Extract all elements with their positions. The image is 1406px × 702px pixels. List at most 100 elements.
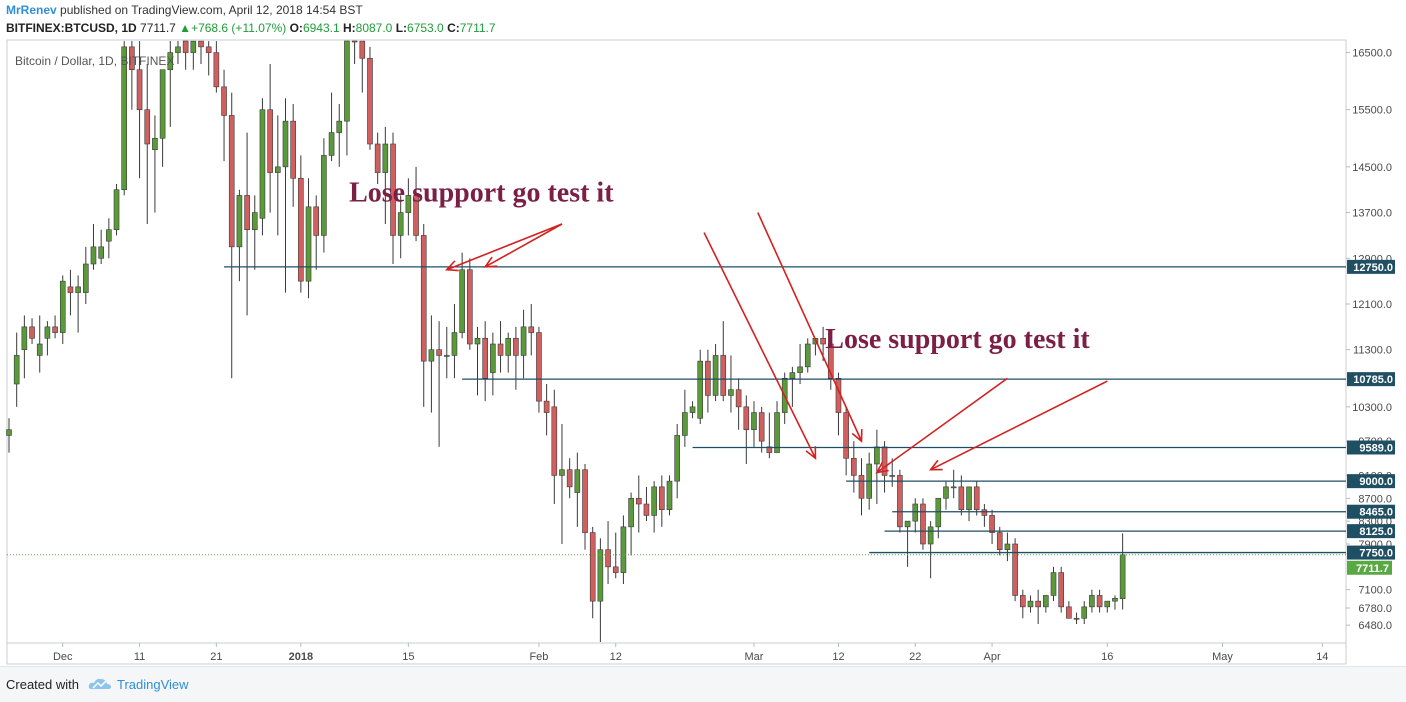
- candle-body: [482, 337, 488, 379]
- author-name[interactable]: MrRenev: [6, 3, 57, 17]
- candle-body: [282, 120, 289, 168]
- high-label: H:: [342, 21, 356, 35]
- candle-body: [697, 360, 704, 419]
- y-axis-tick-label: 14500.0: [1352, 162, 1392, 174]
- candle-body: [520, 326, 527, 356]
- annotation-arrow-head: [445, 260, 459, 272]
- candle-body: [152, 137, 158, 151]
- candle-body: [1096, 595, 1103, 608]
- footer-bar: Created with TradingView: [0, 666, 1406, 702]
- candle-body: [497, 343, 504, 356]
- open-label: O:: [289, 21, 303, 35]
- candle-body: [943, 486, 949, 499]
- candle-body: [451, 332, 458, 356]
- annotation-arrow-shaft: [757, 212, 863, 442]
- level-price-tag-label: 10785.0: [1353, 374, 1393, 386]
- candle-body: [559, 469, 565, 476]
- candle-body: [612, 566, 619, 573]
- candle-body: [182, 40, 189, 53]
- candle-body: [635, 497, 642, 505]
- candle-body: [620, 526, 627, 573]
- candle-body: [820, 337, 826, 345]
- y-axis-tick-label: 11300.0: [1353, 345, 1392, 357]
- annotation-arrow-shaft: [446, 223, 563, 271]
- candle-body: [597, 549, 604, 602]
- candle-body: [1112, 597, 1118, 602]
- candle-body: [113, 189, 120, 231]
- candle-body: [1066, 606, 1072, 619]
- candle-body: [1073, 617, 1080, 620]
- x-axis-tick-label: 12: [832, 651, 844, 663]
- level-price-tag-label: 8465.0: [1359, 507, 1393, 519]
- chart-title: Bitcoin / Dollar, 1D, BITFINEX: [15, 54, 174, 68]
- candle-body: [927, 526, 934, 545]
- level-price-tag: [1347, 474, 1395, 489]
- plot-area[interactable]: [6, 39, 1347, 665]
- candle-body: [59, 280, 66, 333]
- candle-body: [290, 120, 296, 179]
- candle-body: [44, 326, 51, 339]
- annotation-arrow-shaft: [876, 377, 1008, 474]
- candle-body: [843, 412, 849, 459]
- candle-body: [720, 355, 727, 396]
- candle-body: [989, 515, 995, 533]
- annotation-arrow-shaft: [703, 232, 817, 459]
- x-axis-tick-label: 11: [134, 651, 145, 663]
- candle-body: [443, 355, 450, 357]
- last-price-tag-label: 7711.7: [1356, 563, 1389, 575]
- level-price-tag: [1347, 545, 1395, 560]
- candle-body: [351, 40, 358, 43]
- candle-body: [236, 195, 243, 248]
- candle-body: [298, 177, 304, 282]
- candle-body: [827, 343, 834, 379]
- x-axis-tick-label: 14: [1316, 651, 1328, 663]
- candle-body: [1012, 543, 1018, 596]
- candle-body: [467, 269, 473, 345]
- candle-body: [973, 486, 980, 511]
- candle-body: [490, 343, 496, 373]
- annotation-arrow-head: [875, 461, 889, 474]
- annotation-arrow-head: [851, 429, 863, 443]
- price-chart[interactable]: Lose support go test it Lose support go t…: [0, 0, 1406, 666]
- candle-body: [129, 46, 135, 71]
- candle-body: [67, 286, 74, 293]
- tradingview-brand[interactable]: TradingView: [117, 677, 189, 692]
- candle-body: [743, 406, 750, 431]
- candle-body: [1027, 600, 1034, 608]
- candle-body: [505, 337, 512, 356]
- candle-body: [797, 366, 803, 373]
- candle-body: [1004, 543, 1011, 551]
- triangle-up-icon: ▲: [179, 21, 192, 35]
- candle-body: [920, 503, 926, 545]
- y-axis-tick-label: 10300.0: [1352, 402, 1392, 414]
- level-price-tag: [1347, 524, 1395, 539]
- y-axis-tick-label: 6780.0: [1358, 603, 1392, 615]
- close-label: C:: [447, 21, 460, 35]
- tradingview-cloud-icon[interactable]: [88, 677, 112, 691]
- x-axis-tick-label: Mar: [745, 651, 764, 663]
- candle-body: [1050, 572, 1057, 596]
- candle-body: [175, 46, 181, 53]
- candle-body: [858, 475, 865, 499]
- level-price-tag-label: 9589.0: [1359, 442, 1393, 454]
- candle-body: [459, 269, 465, 333]
- candle-body: [390, 143, 396, 236]
- candle-body: [36, 343, 43, 356]
- candle-body: [897, 475, 903, 528]
- annotation-arrow-shaft: [484, 223, 563, 268]
- annotation-arrow-head: [483, 256, 498, 268]
- candle-body: [474, 337, 481, 345]
- candle-body: [935, 497, 942, 528]
- candle-body: [382, 143, 389, 173]
- candle-body: [904, 520, 911, 528]
- x-axis-tick-label: Apr: [984, 651, 1001, 663]
- x-axis-tick-label: Feb: [529, 651, 548, 663]
- candle-body: [75, 286, 81, 293]
- candle-body: [1035, 600, 1041, 608]
- candle-body: [789, 372, 796, 379]
- x-axis-tick-label: 2018: [289, 651, 313, 663]
- candle-body: [374, 143, 381, 173]
- candle-body: [336, 120, 343, 133]
- candle-body: [1081, 606, 1088, 619]
- ohlc-info: BITFINEX:BTCUSD, 1D 7711.7 ▲+768.6 (+11.…: [6, 21, 496, 35]
